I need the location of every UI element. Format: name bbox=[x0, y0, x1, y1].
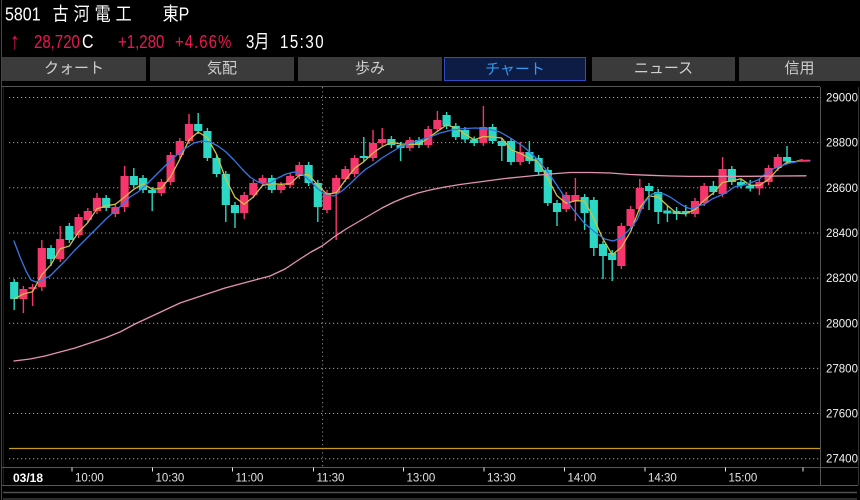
svg-text:27800: 27800 bbox=[826, 363, 858, 375]
svg-text:28200: 28200 bbox=[826, 273, 858, 285]
svg-text:27400: 27400 bbox=[826, 454, 858, 466]
svg-text:14:00: 14:00 bbox=[568, 473, 597, 485]
svg-text:27600: 27600 bbox=[826, 409, 858, 421]
svg-text:28000: 28000 bbox=[826, 318, 858, 330]
svg-text:11:30: 11:30 bbox=[317, 473, 345, 485]
svg-text:28400: 28400 bbox=[826, 228, 858, 240]
svg-text:13:30: 13:30 bbox=[487, 473, 516, 485]
svg-text:29000: 29000 bbox=[826, 93, 858, 105]
svg-text:28800: 28800 bbox=[826, 138, 858, 150]
svg-text:13:00: 13:00 bbox=[407, 473, 436, 485]
svg-text:10:30: 10:30 bbox=[156, 473, 185, 485]
svg-text:11:00: 11:00 bbox=[236, 473, 264, 485]
svg-text:15:00: 15:00 bbox=[729, 473, 758, 485]
svg-text:28600: 28600 bbox=[826, 183, 858, 195]
svg-text:03/18: 03/18 bbox=[13, 471, 43, 485]
svg-text:14:30: 14:30 bbox=[648, 473, 677, 485]
svg-text:10:00: 10:00 bbox=[75, 473, 104, 485]
